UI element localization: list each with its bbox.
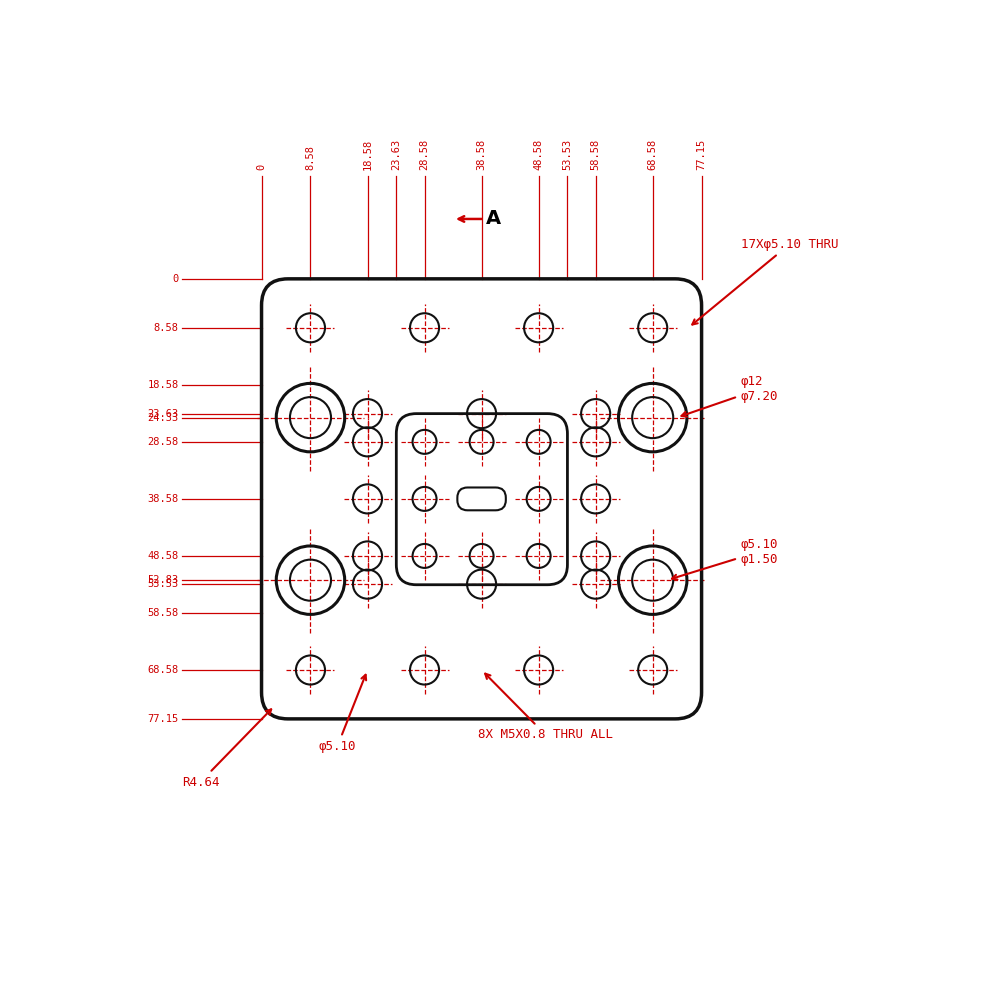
Text: 48.58: 48.58 xyxy=(148,551,179,561)
Text: R4.64: R4.64 xyxy=(182,709,271,789)
Text: 17Xφ5.10 THRU: 17Xφ5.10 THRU xyxy=(692,238,838,325)
Text: 53.53: 53.53 xyxy=(148,579,179,589)
Text: φ5.10: φ5.10 xyxy=(319,675,366,753)
Text: 58.58: 58.58 xyxy=(591,139,601,170)
Text: 8.58: 8.58 xyxy=(154,323,179,333)
Text: 18.58: 18.58 xyxy=(148,380,179,390)
Text: 68.58: 68.58 xyxy=(148,665,179,675)
Text: φ12
φ7.20: φ12 φ7.20 xyxy=(681,375,778,417)
Text: 68.58: 68.58 xyxy=(648,139,658,170)
Text: 8X M5X0.8 THRU ALL: 8X M5X0.8 THRU ALL xyxy=(478,674,613,741)
Text: 23.63: 23.63 xyxy=(391,139,401,170)
Text: 18.58: 18.58 xyxy=(363,139,373,170)
Text: 8.58: 8.58 xyxy=(305,145,315,170)
Text: 48.58: 48.58 xyxy=(534,139,544,170)
Text: 28.58: 28.58 xyxy=(420,139,430,170)
Text: φ5.10
φ1.50: φ5.10 φ1.50 xyxy=(672,538,778,580)
Text: 38.58: 38.58 xyxy=(477,139,487,170)
Text: 0: 0 xyxy=(257,164,267,170)
Text: 77.15: 77.15 xyxy=(697,139,707,170)
Text: 77.15: 77.15 xyxy=(148,714,179,724)
Text: 23.63: 23.63 xyxy=(148,409,179,419)
Text: 58.58: 58.58 xyxy=(148,608,179,618)
Text: A: A xyxy=(485,209,501,228)
Text: 24.33: 24.33 xyxy=(148,413,179,423)
Text: 28.58: 28.58 xyxy=(148,437,179,447)
Text: 53.53: 53.53 xyxy=(562,139,572,170)
Text: 52.83: 52.83 xyxy=(148,575,179,585)
Text: 38.58: 38.58 xyxy=(148,494,179,504)
Text: 0: 0 xyxy=(173,274,179,284)
